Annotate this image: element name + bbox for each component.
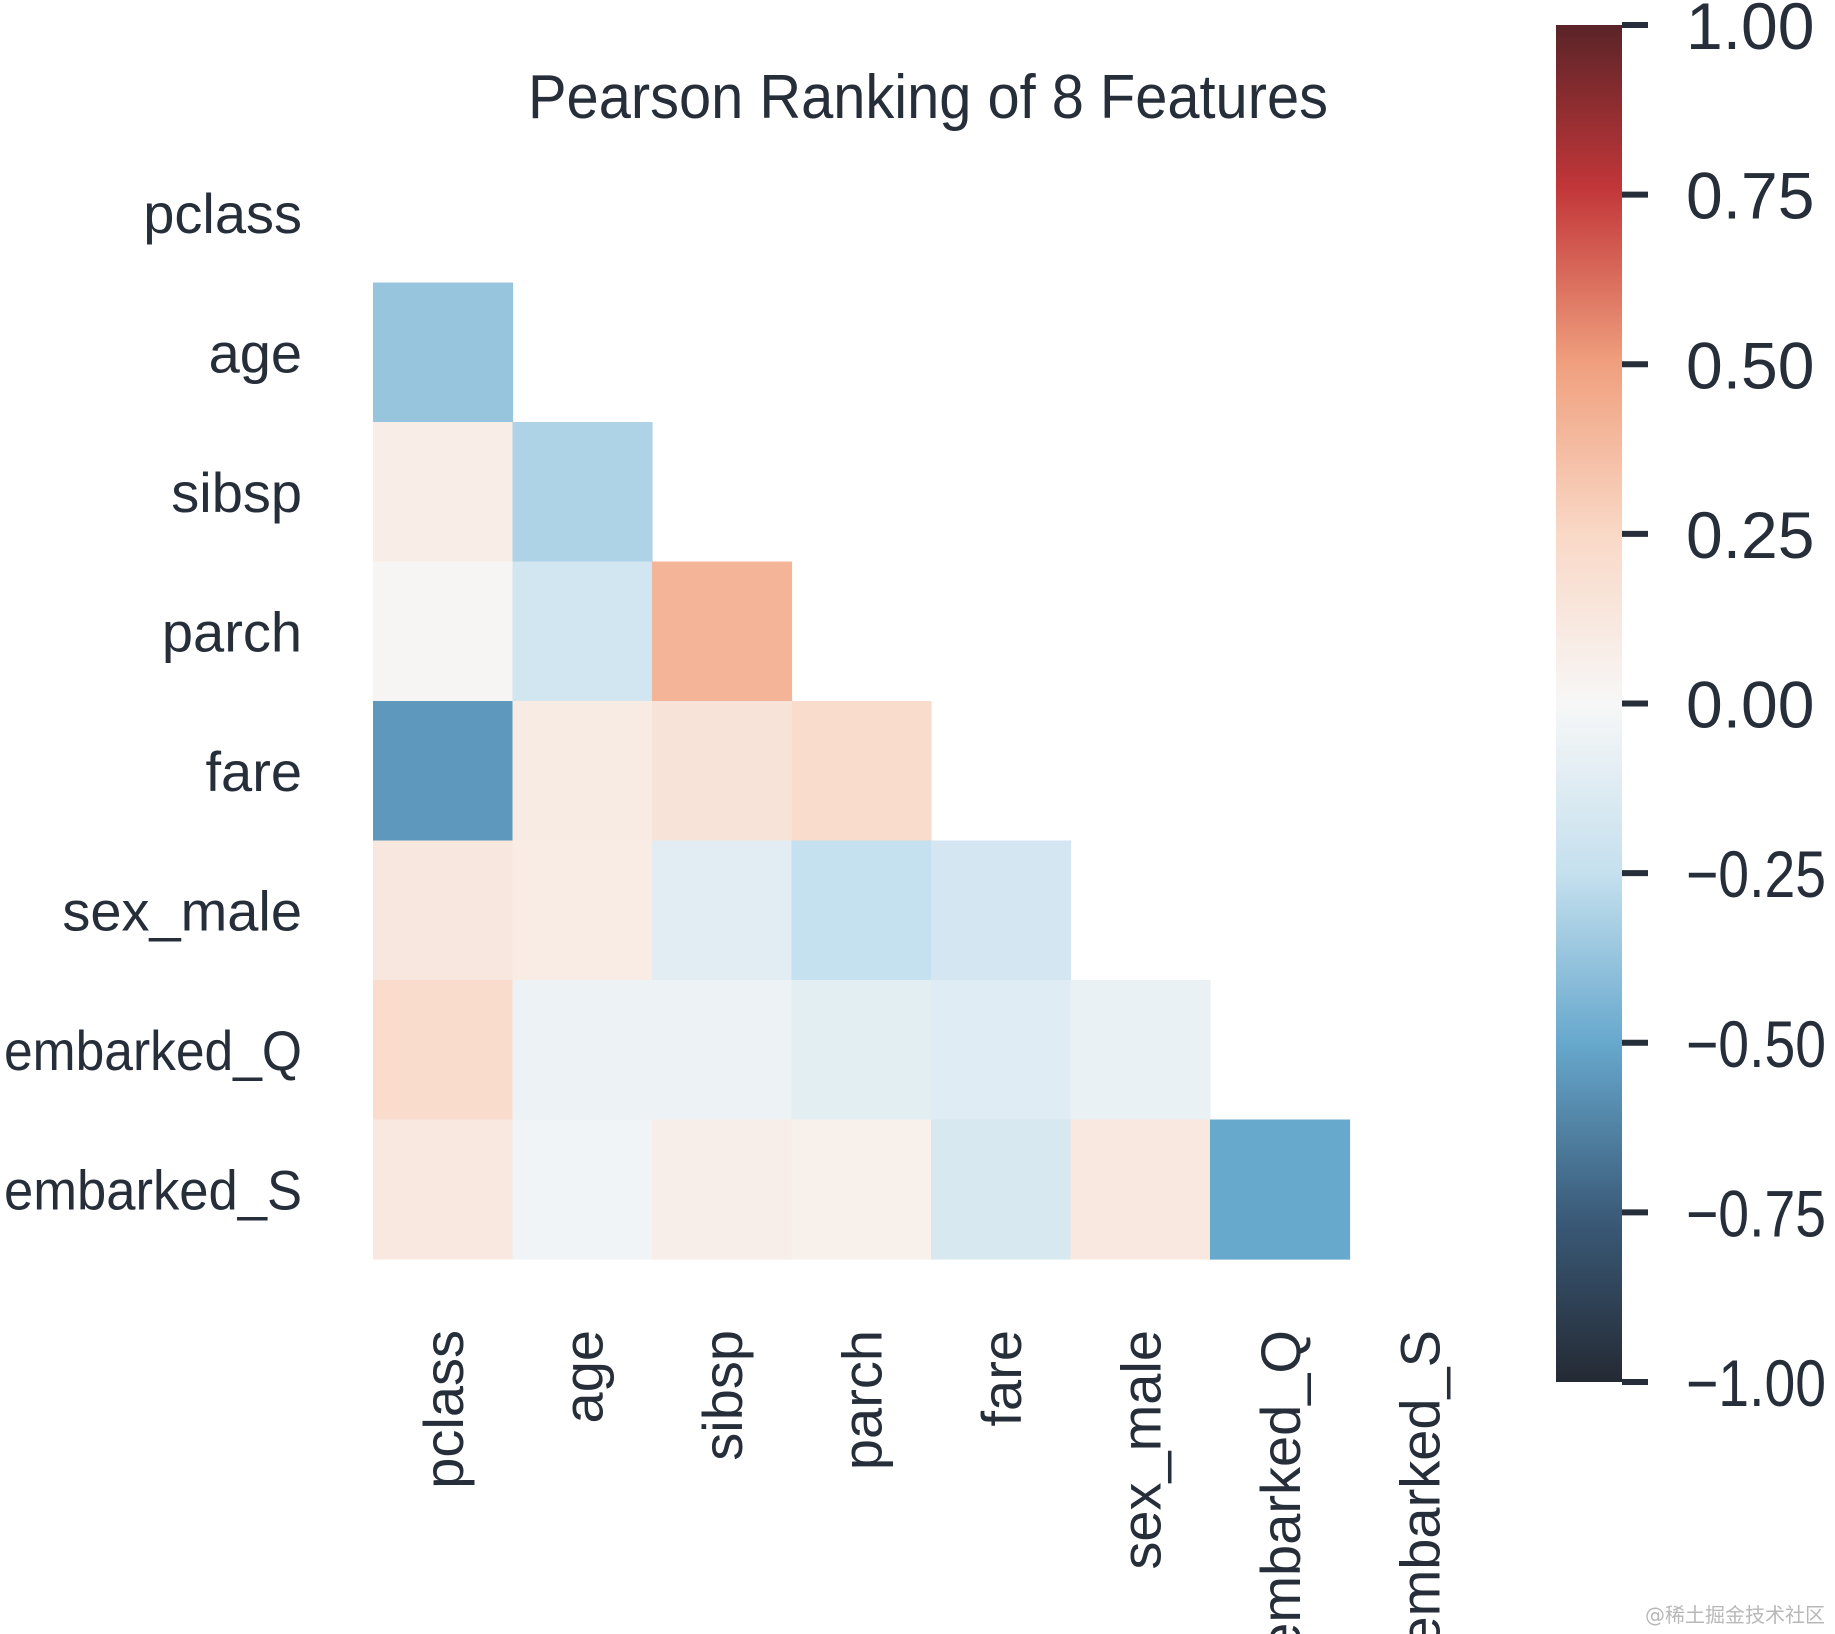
y-tick-label-embarked_Q: embarked_Q (4, 1019, 302, 1082)
chart-title: Pearson Ranking of 8 Features (528, 63, 1328, 132)
heatmap-cell-fare-sibsp (652, 701, 793, 842)
heatmap-cell-fare-pclass (373, 701, 514, 842)
heatmap-cell-embarked_S-sibsp (652, 1119, 793, 1260)
x-tick-label-embarked_S: embarked_S (1388, 1330, 1451, 1634)
x-tick-label-pclass: pclass (412, 1330, 475, 1489)
heatmap-cell-embarked_Q-fare (931, 980, 1072, 1121)
heatmap-cell-embarked_S-fare (931, 1119, 1072, 1260)
heatmap-cell-parch-sibsp (652, 561, 793, 702)
y-tick-label-sibsp: sibsp (171, 461, 302, 524)
heatmap-cell-sibsp-age (512, 422, 653, 563)
heatmap-cell-sex_male-age (512, 840, 653, 981)
y-tick-label-age: age (209, 321, 302, 384)
heatmap-cell-embarked_Q-sibsp (652, 980, 793, 1121)
heatmap-cell-parch-pclass (373, 561, 514, 702)
x-tick-label-parch: parch (830, 1330, 893, 1470)
heatmap-cell-embarked_Q-sex_male (1070, 980, 1211, 1121)
heatmap-cell-sex_male-parch (791, 840, 932, 981)
heatmap-cell-age-pclass (373, 282, 514, 423)
colorbar-tick-label: −0.25 (1686, 837, 1826, 911)
colorbar-gradient (1556, 25, 1622, 1382)
x-tick-label-age: age (551, 1330, 614, 1423)
heatmap-cell-sex_male-fare (931, 840, 1072, 981)
colorbar-tick-label: −0.75 (1686, 1176, 1826, 1250)
watermark: @稀土掘金技术社区 (1645, 1603, 1825, 1627)
y-tick-label-embarked_S: embarked_S (4, 1158, 302, 1221)
y-tick-label-sex_male: sex_male (62, 879, 302, 942)
colorbar-tick-label: 0.50 (1686, 328, 1814, 402)
heatmap-cell-embarked_S-embarked_Q (1210, 1119, 1351, 1260)
y-axis-labels: pclass age sibsp parch fare sex_male embarked_… (4, 182, 302, 1222)
colorbar-tick-label: −0.50 (1686, 1007, 1826, 1081)
x-tick-label-sibsp: sibsp (691, 1330, 754, 1461)
y-tick-label-parch: parch (162, 600, 302, 663)
heatmap-cell-embarked_Q-parch (791, 980, 932, 1121)
colorbar-tick-label: 0.25 (1686, 498, 1814, 572)
colorbar-tick-label: 1.00 (1686, 0, 1814, 63)
heatmap-cell-sibsp-pclass (373, 422, 514, 563)
x-tick-label-embarked_Q: embarked_Q (1249, 1330, 1312, 1634)
heatmap-cell-fare-parch (791, 701, 932, 842)
heatmap-cell-embarked_S-age (512, 1119, 653, 1260)
heatmap-cell-sex_male-sibsp (652, 840, 793, 981)
colorbar-tick-label: 0.00 (1686, 668, 1814, 742)
heatmap-cell-embarked_S-pclass (373, 1119, 514, 1260)
x-tick-label-fare: fare (970, 1330, 1033, 1427)
y-tick-label-pclass: pclass (143, 182, 302, 245)
heatmap-cell-embarked_S-sex_male (1070, 1119, 1211, 1260)
colorbar-tick-label: −1.00 (1686, 1346, 1826, 1420)
heatmap-cell-embarked_S-parch (791, 1119, 932, 1260)
colorbar-tick-label: 0.75 (1686, 159, 1814, 233)
x-axis-labels: pclass age sibsp parch fare sex_male embarked_… (412, 1330, 1452, 1634)
heatmap-cell-embarked_Q-age (512, 980, 653, 1121)
colorbar: 1.00 0.75 0.50 0.25 0.00 −0.25 −0.50 −0.75 −1.00 (1556, 0, 1826, 1420)
x-tick-label-sex_male: sex_male (1109, 1330, 1172, 1570)
heatmap-cell-parch-age (512, 561, 653, 702)
heatmap-cell-fare-age (512, 701, 653, 842)
heatmap-cell-embarked_Q-pclass (373, 980, 514, 1121)
heatmap-cells (373, 282, 1351, 1260)
y-tick-label-fare: fare (206, 740, 303, 803)
heatmap-cell-sex_male-pclass (373, 840, 514, 981)
